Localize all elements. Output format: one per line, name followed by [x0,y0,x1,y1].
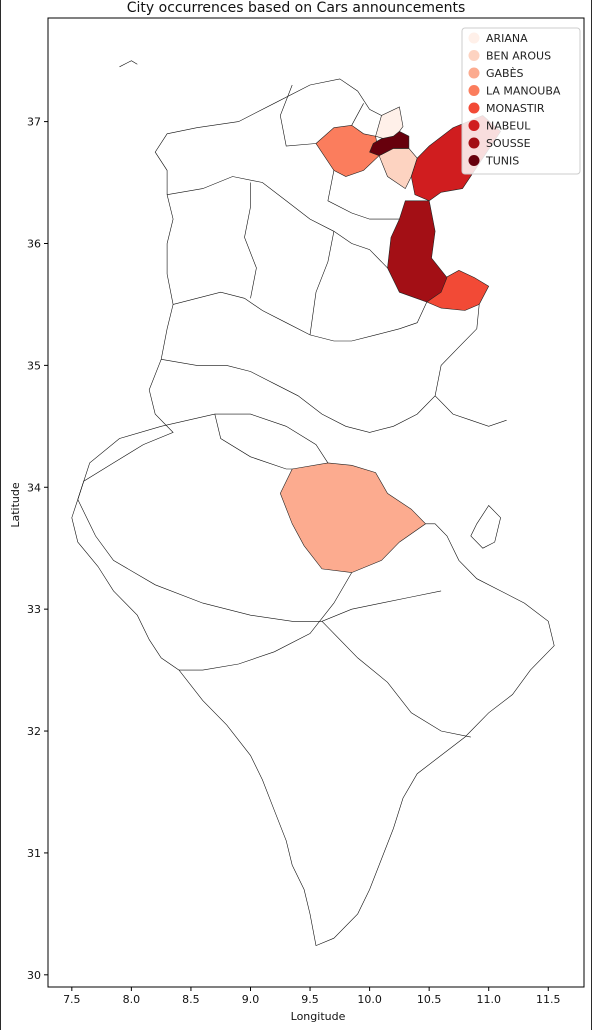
y-tick-label: 35 [27,359,41,372]
legend-label: LA MANOUBA [486,85,561,98]
boundary-line-9 [279,84,317,147]
legend-marker [468,137,480,149]
boundary-line-12 [214,414,293,470]
x-tick-label: 10.5 [417,993,442,1006]
x-axis-label: Longitude [291,1010,346,1023]
boundary-line-6 [161,304,480,433]
legend-marker [468,85,480,96]
legend-marker [468,67,480,79]
legend-marker [468,50,480,61]
boundary-line-10 [351,103,364,126]
boundary-line-4 [167,176,388,269]
boundary-line-13 [321,621,471,738]
boundary-line-7 [244,182,257,299]
boundary-line-0 [77,413,442,622]
y-tick-label: 32 [27,725,41,738]
region-gab-s [279,462,427,573]
x-tick-label: 9.5 [301,993,319,1006]
x-tick-label: 8.5 [182,993,200,1006]
y-axis-label: Latitude [9,482,22,528]
boundary-line-15 [470,505,501,549]
legend-marker [468,102,480,114]
boundary-line-2 [71,499,555,947]
boundary-line-1 [179,572,352,671]
legend-label: MONASTIR [486,102,545,115]
legend-label: GABÈS [486,67,524,80]
boundaries-layer [71,60,555,947]
legend-label: TUNIS [485,155,519,168]
ticks-layer: 7.5 8.0 8.5 9.0 9.5 10.0 10.5 11.0 11.5 30 31 32 33 3… [27,116,561,1006]
x-tick-label: 7.5 [63,993,81,1006]
x-tick-label: 11.5 [536,993,561,1006]
x-tick-label: 10.0 [357,993,382,1006]
legend: ARIANA BEN AROUS GABÈS LA MANOUBA MONASTIR NA… [461,27,581,175]
x-tick-label: 11.0 [476,993,501,1006]
region-tunis [369,131,410,157]
boundary-line-3 [77,78,382,500]
y-tick-label: 30 [27,969,41,982]
legend-marker [468,32,480,44]
legend-label: NABEUL [486,120,531,133]
map-title: City occurrences based on Cars announcem… [126,0,466,16]
y-tick-label: 37 [27,116,41,129]
y-tick-label: 31 [27,847,41,860]
boundary-line-8 [309,231,335,335]
legend-marker [468,120,480,131]
region-sousse [387,200,448,303]
x-tick-label: 8.0 [123,993,141,1006]
legend-marker [468,155,480,166]
y-tick-label: 36 [27,237,41,250]
legend-label: BEN AROUS [486,50,551,63]
boundary-line-14 [434,395,507,427]
boundary-line-11 [327,170,400,220]
legend-label: ARIANA [486,32,528,45]
legend-box [461,27,581,175]
regions-layer [279,106,501,573]
x-tick-label: 9.0 [242,993,260,1006]
y-tick-label: 34 [27,481,41,494]
legend-label: SOUSSE [486,137,531,150]
y-tick-label: 33 [27,603,41,616]
boundary-line-16 [119,60,138,68]
